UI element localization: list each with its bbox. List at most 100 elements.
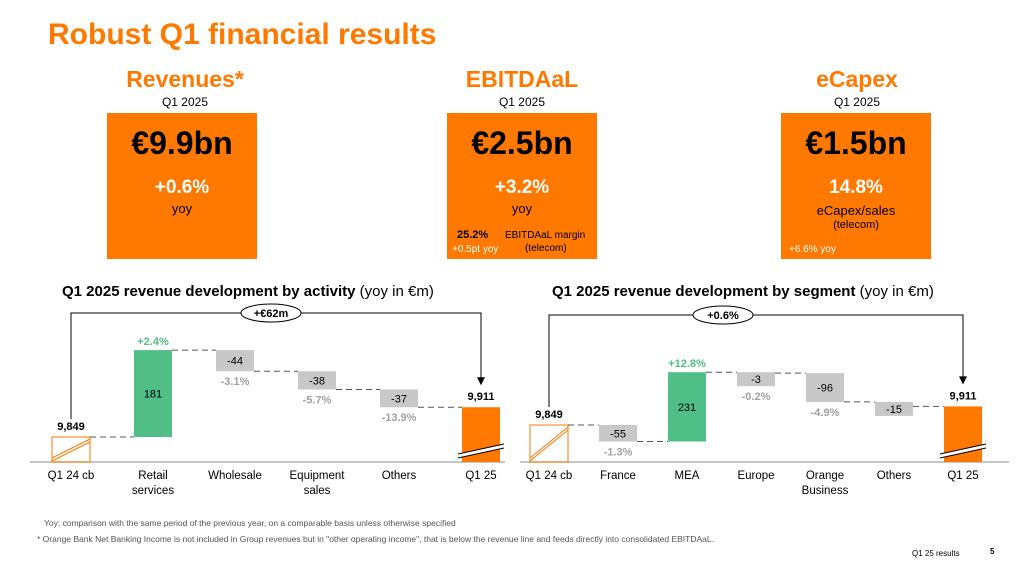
chart-activity-title-text: Q1 2025 revenue development by activity (62, 283, 356, 300)
axis-break-mark (51, 441, 91, 462)
kpi-ebitdaal-growth: +3.2% (494, 177, 550, 198)
chart-activity-title: Q1 2025 revenue development by activity … (62, 283, 434, 300)
kpi-ebitdaal-margin-label: EBITDAaL margin (505, 230, 586, 241)
bar-decrease (875, 401, 913, 416)
bar-value-label: -44 (227, 356, 243, 368)
kpi-ecapex-growth-label-2: (telecom) (833, 219, 879, 231)
bar-value-label: -96 (817, 383, 833, 395)
bar-decrease (737, 372, 775, 387)
kpi-ecapex-note: +6.6% yoy (789, 244, 836, 255)
page-title: Robust Q1 financial results (48, 18, 437, 51)
category-label: Others (877, 470, 912, 482)
bar-value-label: -37 (391, 393, 407, 405)
bar-pct-label: -3.1% (221, 376, 250, 388)
total-change-arrow (959, 376, 967, 385)
bar-increase (134, 350, 172, 437)
kpi-revenues-title: Revenues* (126, 66, 244, 92)
axis-break-gap (939, 444, 987, 458)
bar-decrease (380, 389, 418, 408)
kpi-ebitdaal-margin-label-2: (telecom) (525, 243, 567, 254)
bar-value-label: -15 (886, 404, 902, 416)
bar-pct-label: -13.9% (382, 412, 417, 424)
axis-break-mark (529, 429, 569, 462)
category-label: Q1 25 (947, 470, 978, 482)
chart-segment-title: Q1 2025 revenue development by segment (… (552, 283, 934, 300)
bar-value-label: -3 (751, 374, 761, 386)
chart-activity-title-suffix: (yoy in €m) (359, 283, 434, 300)
bar-decrease (806, 373, 844, 402)
axis-break-mark (51, 438, 91, 459)
kpi-revenues-growth: +0.6% (154, 177, 210, 198)
category-label: Orange (806, 470, 844, 482)
footnote-orange-bank: * Orange Bank Net Banking Income is not … (37, 534, 714, 544)
kpi-ecapex-title: eCapex (816, 66, 898, 92)
kpi-revenues-growth-label: yoy (171, 201, 193, 216)
kpi-ebitdaal-title: EBITDAaL (465, 66, 579, 92)
bar-value-label: 9,911 (468, 391, 495, 403)
category-label: Equipment (290, 470, 346, 482)
axis-break-mark (457, 443, 505, 455)
kpi-ebitdaal-value: €2.5bn (471, 125, 573, 161)
total-change-label: +€62m (254, 308, 289, 320)
bar-pct-label: -5.7% (303, 394, 332, 406)
total-change-label: +0.6% (707, 310, 739, 322)
kpi-ecapex-growth: 14.8% (829, 177, 883, 198)
category-label: Others (382, 470, 417, 482)
bar-value-label: 181 (144, 389, 162, 401)
bar-pct-label: +12.8% (668, 358, 706, 370)
category-label: services (132, 485, 174, 497)
bar-decrease (216, 350, 254, 372)
kpi-revenues-value: €9.9bn (131, 125, 233, 161)
total-change-bracket (70, 312, 482, 419)
kpi-ecapex-box: €1.5bn 14.8% eCapex/sales (telecom) +6.6… (781, 113, 931, 259)
bar-pct-label: -4.9% (811, 407, 840, 419)
kpi-ecapex-growth-label: eCapex/sales (816, 203, 896, 218)
category-label: France (600, 470, 636, 482)
total-change-bracket (548, 314, 964, 407)
footer-page-number: 5 (990, 547, 995, 556)
category-label: Q1 25 (465, 470, 496, 482)
total-change-oval (692, 305, 754, 325)
bar-pct-label: -1.3% (604, 447, 633, 459)
bar-value-label: 9,911 (950, 390, 977, 402)
total-change-oval (240, 303, 302, 323)
bar-decrease (599, 425, 637, 442)
axis-break-mark (529, 426, 569, 459)
category-label: Q1 24 cb (48, 470, 95, 482)
bar-pct-label: +2.4% (137, 336, 169, 348)
axis-break-mark (939, 443, 987, 455)
category-label: Europe (737, 470, 774, 482)
kpi-ebitdaal-box: €2.5bn +3.2% yoy 25.2% +0.5pt yoy EBITDA… (447, 113, 597, 259)
category-label: Q1 24 cb (526, 470, 573, 482)
kpi-ebitdaal-margin-value: 25.2% (457, 229, 489, 241)
kpi-revenues-box: €9.9bn +0.6% yoy (107, 113, 257, 259)
total-change-arrow (477, 377, 485, 386)
kpi-ebitdaal-period: Q1 2025 (498, 95, 546, 109)
category-label: sales (304, 485, 331, 497)
bar-pct-label: -0.2% (742, 391, 771, 403)
kpi-ebitdaal-growth-label: yoy (511, 201, 533, 216)
category-label: Business (802, 485, 849, 497)
chart-segment-title-text: Q1 2025 revenue development by segment (552, 283, 856, 300)
chart-segment-title-suffix: (yoy in €m) (859, 283, 934, 300)
category-label: MEA (675, 470, 700, 482)
axis-break-mark (457, 447, 505, 459)
chart-segment: +0.6% 9,849 Q1 24 cb -55 -1.3% France 231 +12.8… (520, 305, 1009, 497)
bar-increase (668, 372, 706, 442)
footnote-yoy: Yoy: comparison with the same period of … (44, 518, 456, 528)
axis-break-mark (939, 447, 987, 459)
bar-value-label: -38 (309, 375, 325, 387)
category-label: Wholesale (208, 470, 262, 482)
kpi-ecapex-period: Q1 2025 (833, 95, 881, 109)
bar-value-label: 9,849 (57, 421, 85, 433)
bar-decrease (298, 371, 336, 390)
bar-value-label: 9,849 (535, 409, 563, 421)
kpi-ecapex-value: €1.5bn (805, 125, 907, 161)
category-label: Retail (138, 470, 167, 482)
bar-value-label: -55 (610, 428, 626, 440)
bar-start (51, 436, 91, 463)
kpi-revenues-period: Q1 2025 (161, 95, 209, 109)
footer-section: Q1 25 results (912, 549, 960, 558)
chart-activity: +€62m 9,849 Q1 24 cb 181 +2.4% Retail services… (30, 303, 505, 497)
bar-value-label: 231 (678, 402, 696, 414)
